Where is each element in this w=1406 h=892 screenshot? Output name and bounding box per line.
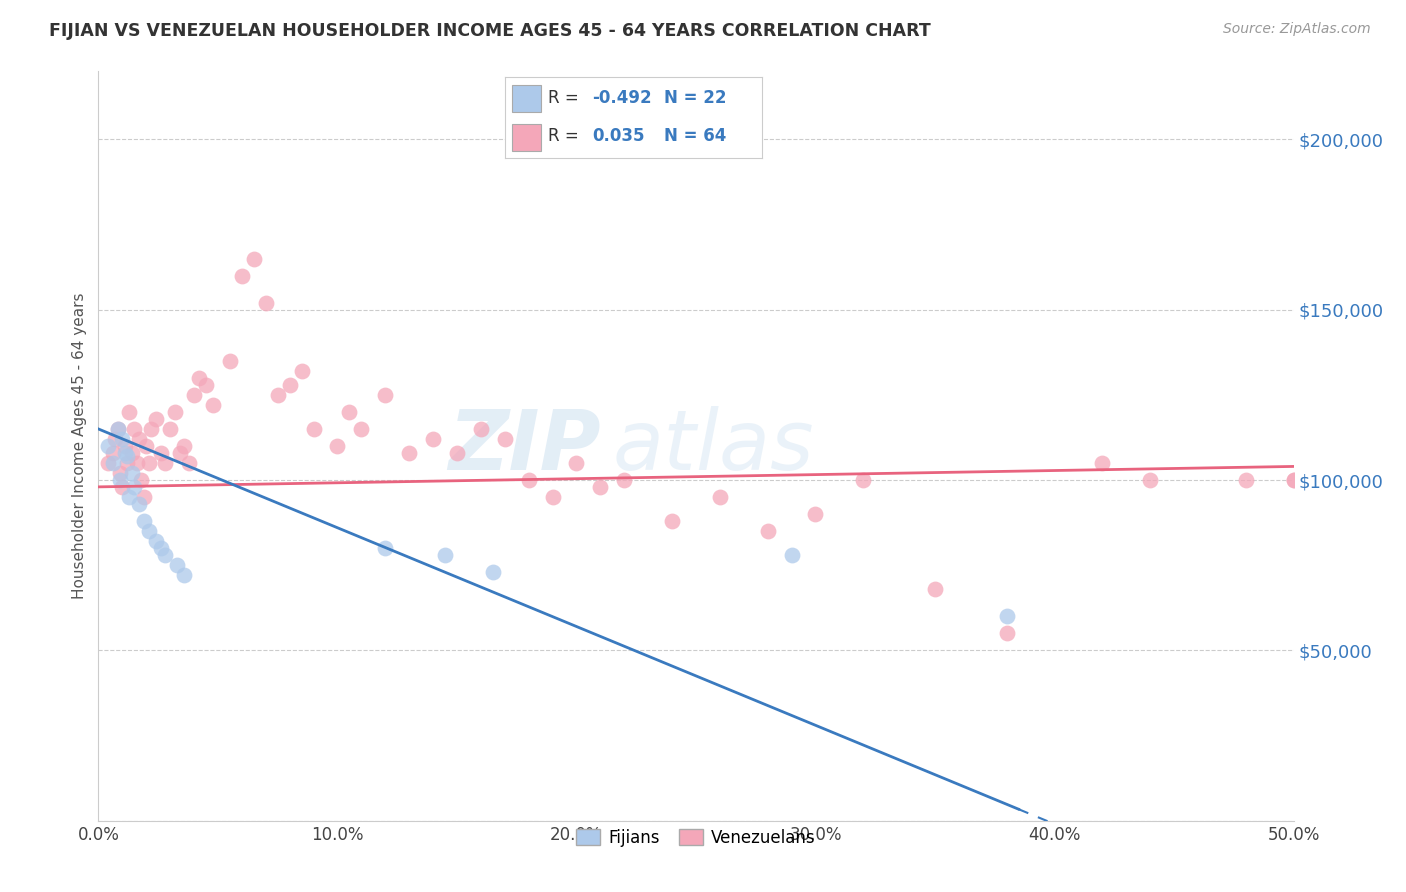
Point (481, 565, 505, 579)
Point (195, 377, 218, 392)
Point (149, 446, 172, 460)
Point (278, 377, 301, 392)
Point (254, 296, 277, 310)
Point (1139, 473, 1161, 487)
Point (104, 432, 127, 446)
Point (101, 456, 124, 470)
Point (139, 422, 162, 436)
Point (155, 548, 177, 562)
Point (132, 490, 155, 504)
Text: atlas: atlas (613, 406, 814, 486)
Point (145, 411, 167, 425)
Point (187, 371, 209, 385)
Point (613, 473, 636, 487)
Point (517, 473, 540, 487)
Point (374, 388, 396, 402)
Point (101, 446, 124, 460)
Point (125, 456, 148, 470)
Point (124, 422, 146, 436)
Point (780, 548, 803, 562)
Text: Source: ZipAtlas.com: Source: ZipAtlas.com (1223, 22, 1371, 37)
Point (924, 582, 946, 596)
Point (1091, 456, 1114, 470)
Point (422, 432, 444, 446)
Point (995, 609, 1018, 624)
Point (1234, 473, 1257, 487)
Point (183, 388, 205, 402)
Point (155, 456, 177, 470)
Point (149, 541, 172, 556)
Point (326, 439, 349, 453)
Point (565, 456, 588, 470)
Point (243, 252, 266, 266)
Point (179, 456, 201, 470)
Point (541, 490, 564, 504)
Point (398, 446, 420, 460)
Point (446, 446, 468, 460)
Point (291, 364, 314, 378)
Point (1282, 473, 1305, 487)
Point (756, 524, 779, 538)
Legend: Fijians, Venezuelans: Fijians, Venezuelans (569, 822, 823, 854)
Point (374, 541, 396, 556)
Point (434, 548, 457, 562)
Point (852, 473, 875, 487)
Point (173, 439, 195, 453)
Point (350, 422, 373, 436)
Point (121, 467, 143, 481)
Point (804, 507, 827, 521)
Point (107, 422, 129, 436)
Point (108, 473, 131, 487)
Point (339, 405, 361, 419)
Text: ZIP: ZIP (447, 406, 600, 486)
Point (97, 456, 120, 470)
Point (114, 446, 136, 460)
Point (1282, 473, 1305, 487)
Point (159, 422, 181, 436)
Point (114, 439, 136, 453)
Point (661, 514, 683, 528)
Point (118, 405, 141, 419)
Point (995, 626, 1018, 640)
Point (115, 449, 138, 463)
Point (494, 432, 516, 446)
Point (589, 480, 612, 494)
Y-axis label: Householder Income Ages 45 - 64 years: Householder Income Ages 45 - 64 years (72, 293, 87, 599)
Point (124, 480, 146, 494)
Point (231, 268, 253, 283)
Point (302, 422, 325, 436)
Point (173, 568, 195, 582)
Point (163, 405, 186, 419)
Point (267, 388, 290, 402)
Point (128, 497, 150, 511)
Point (166, 558, 188, 573)
Point (169, 446, 191, 460)
Point (470, 422, 492, 436)
Point (132, 514, 155, 528)
Point (202, 398, 225, 412)
Point (108, 467, 131, 481)
Point (97, 439, 120, 453)
Point (145, 534, 167, 549)
Point (115, 456, 138, 470)
Point (131, 473, 153, 487)
Point (128, 432, 150, 446)
Point (138, 524, 160, 538)
Text: FIJIAN VS VENEZUELAN HOUSEHOLDER INCOME AGES 45 - 64 YEARS CORRELATION CHART: FIJIAN VS VENEZUELAN HOUSEHOLDER INCOME … (49, 22, 931, 40)
Point (219, 354, 242, 368)
Point (709, 490, 731, 504)
Point (121, 446, 143, 460)
Point (111, 432, 134, 446)
Point (107, 422, 129, 436)
Point (135, 439, 157, 453)
Point (138, 456, 160, 470)
Point (111, 480, 134, 494)
Point (118, 490, 141, 504)
